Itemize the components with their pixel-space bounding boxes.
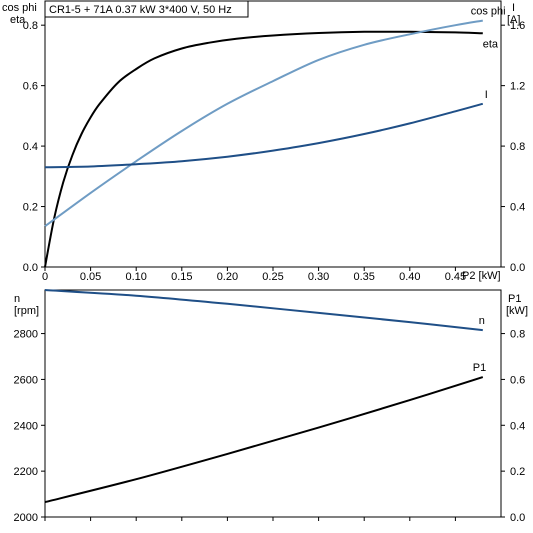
series-label-n: n — [479, 315, 485, 327]
bottom-left-tick-label: 2200 — [14, 466, 38, 478]
top-x-tick-label: 0.20 — [217, 271, 238, 283]
top-x-axis-label: P2 [kW] — [462, 270, 501, 282]
bottom-right-tick-label: 0.0 — [510, 512, 525, 524]
series-label-p1: P1 — [473, 362, 486, 374]
top-x-tick-label: 0.05 — [80, 271, 101, 283]
top-x-tick-label: 0.30 — [308, 271, 329, 283]
bottom-left-axis-label-2: [rpm] — [14, 305, 39, 317]
top-x-tick-label: 0.35 — [353, 271, 374, 283]
top-left-tick-label: 0.4 — [23, 141, 38, 153]
top-right-tick-label: 0.8 — [510, 141, 525, 153]
top-left-tick-label: 0.6 — [23, 81, 38, 93]
top-left-axis-label-2: eta — [10, 14, 26, 26]
top-plot-frame — [44, 0, 502, 268]
top-x-tick-label: 0.25 — [262, 271, 283, 283]
bottom-left-tick-label: 2800 — [14, 329, 38, 341]
top-x-tick-label: 0 — [42, 271, 48, 283]
top-x-tick-label: 0.10 — [125, 271, 146, 283]
top-x-tick-label: 0.40 — [399, 271, 420, 283]
bottom-left-tick-label: 2000 — [14, 512, 38, 524]
bottom-right-tick-label: 0.4 — [510, 420, 525, 432]
bottom-right-axis-label-1: P1 — [508, 293, 521, 305]
bottom-right-tick-label: 0.2 — [510, 466, 525, 478]
top-x-tick-label: 0.45 — [445, 271, 466, 283]
top-right-tick-label: 0.0 — [510, 262, 525, 274]
bottom-right-axis-label-2: [kW] — [506, 305, 528, 317]
series-label-cos-phi: cos phi — [471, 6, 506, 18]
series-line-n — [44, 289, 483, 332]
top-left-axis-label-1: cos phi — [2, 2, 37, 14]
bottom-right-tick-label: 0.8 — [510, 329, 525, 341]
top-right-tick-label: 1.2 — [510, 81, 525, 93]
series-line-eta — [44, 30, 483, 268]
series-label-i: I — [485, 89, 488, 101]
series-line-cos-phi — [44, 19, 483, 228]
chart-marks: 0 0.05 0.10 0.15 0.20 0.25 0.30 0.35 0.40 0.45 0.0… — [14, 6, 526, 524]
bottom-left-axis-label-1: n — [14, 293, 20, 305]
top-x-tick-label: 0.15 — [171, 271, 192, 283]
title-box — [44, 0, 249, 18]
top-right-tick-label: 0.4 — [510, 202, 525, 214]
top-right-axis-label-1: I — [512, 2, 515, 14]
bottom-right-tick-label: 0.6 — [510, 374, 525, 386]
bottom-left-tick-label: 2600 — [14, 374, 38, 386]
top-right-tick-label: 1.6 — [510, 20, 525, 32]
bottom-left-tick-label: 2400 — [14, 420, 38, 432]
series-label-eta: eta — [483, 38, 499, 50]
series-line-i — [44, 102, 484, 169]
top-left-tick-label: 0.0 — [23, 262, 38, 274]
chart-title: CR1-5 + 71A 0.37 kW 3*400 V, 50 Hz — [49, 4, 232, 16]
top-left-tick-label: 0.8 — [23, 20, 38, 32]
top-right-axis-label-2: [A] — [507, 14, 520, 26]
top-left-tick-label: 0.2 — [23, 202, 38, 214]
series-line-p1 — [44, 376, 484, 504]
